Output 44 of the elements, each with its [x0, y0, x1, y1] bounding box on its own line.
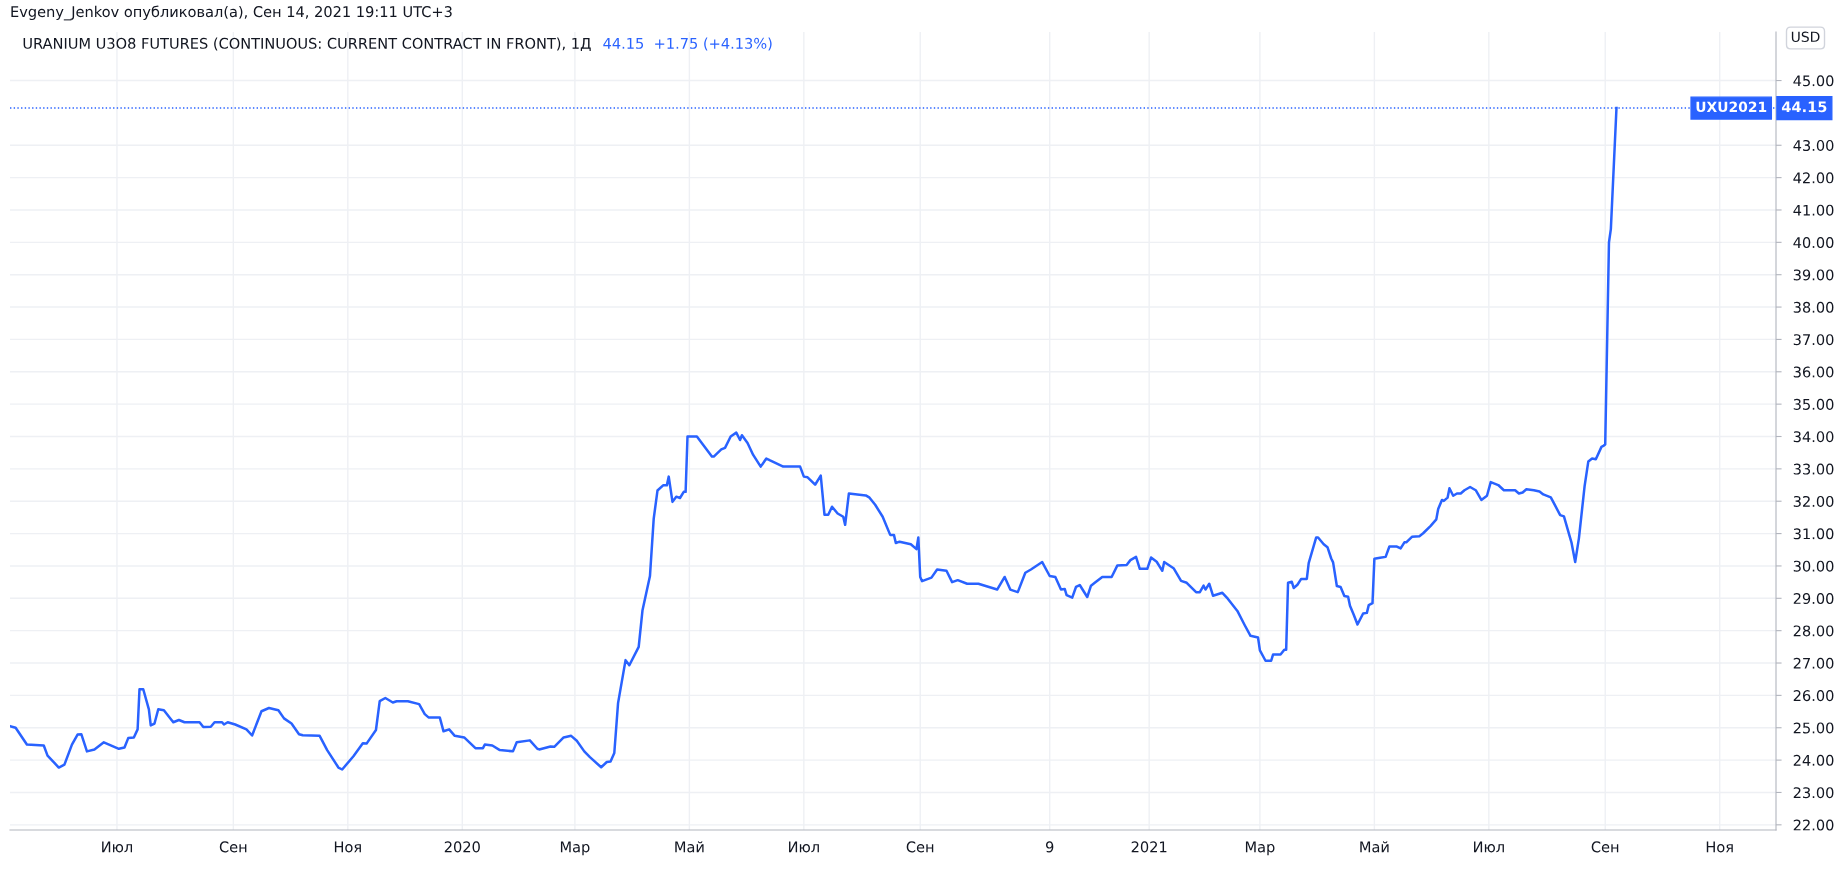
y-tick-label: 28.00: [1793, 625, 1834, 637]
x-tick-label: 2020: [444, 841, 480, 853]
y-tick-label: 41.00: [1793, 204, 1834, 216]
y-tick-label: 34.00: [1793, 431, 1834, 443]
y-tick-label: 24.00: [1793, 754, 1834, 766]
y-tick-label: 37.00: [1793, 334, 1834, 346]
y-tick-label: 45.00: [1793, 75, 1834, 87]
y-tick-label: 31.00: [1793, 528, 1834, 540]
x-tick-label: Ноя: [1706, 841, 1733, 853]
x-tick-label: Июл: [102, 841, 133, 853]
x-tick-label: Июл: [789, 841, 819, 853]
x-tick-label: Сен: [906, 841, 934, 853]
x-tick-label: 9: [1045, 841, 1054, 853]
x-tick-label: Июл: [1474, 841, 1504, 853]
y-tick-label: 33.00: [1793, 463, 1834, 475]
y-tick-label: 35.00: [1793, 398, 1834, 410]
text: 44.15: [1781, 101, 1827, 113]
y-axis-title: USD: [1791, 31, 1820, 43]
x-tick-label: 2021: [1131, 841, 1167, 853]
y-tick-label: 42.00: [1793, 172, 1834, 184]
y-tick-label: 39.00: [1793, 269, 1834, 281]
y-tick-label: 23.00: [1793, 787, 1834, 799]
x-tick-label: Май: [1360, 841, 1389, 853]
y-tick-label: 36.00: [1793, 366, 1834, 378]
text: Evgeny_Jenkov опубликовал(а), Сен 14, 2021 19:11 UTC+3: [11, 5, 452, 21]
x-tick-label: Май: [675, 841, 704, 853]
y-tick-label: 25.00: [1793, 722, 1834, 734]
chart-subtitle: 44.15 +1.75 (+4.13%): [603, 37, 772, 51]
x-tick-label: Мар: [560, 841, 590, 856]
ref-line-label: UXU2021: [1696, 101, 1767, 113]
x-tick-label: Ноя: [334, 841, 361, 853]
y-tick-label: 40.00: [1793, 237, 1834, 249]
x-tick-label: Сен: [219, 841, 247, 853]
y-tick-label: 27.00: [1793, 657, 1834, 669]
y-tick-label: 22.00: [1793, 819, 1834, 831]
y-tick-label: 38.00: [1793, 301, 1834, 313]
y-tick-label: 43.00: [1793, 139, 1834, 152]
chart-title: URANIUM U3O8 FUTURES (CONTINUOUS: CURRENT CONTRACT IN FRONT), 1Д: [23, 37, 591, 51]
y-tick-label: 29.00: [1793, 593, 1834, 605]
y-tick-label: 26.00: [1793, 690, 1834, 702]
x-tick-label: Сен: [1591, 841, 1619, 853]
y-tick-label: 32.00: [1793, 495, 1834, 507]
y-tick-label: 30.00: [1793, 560, 1834, 572]
x-tick-label: Мар: [1245, 841, 1275, 856]
